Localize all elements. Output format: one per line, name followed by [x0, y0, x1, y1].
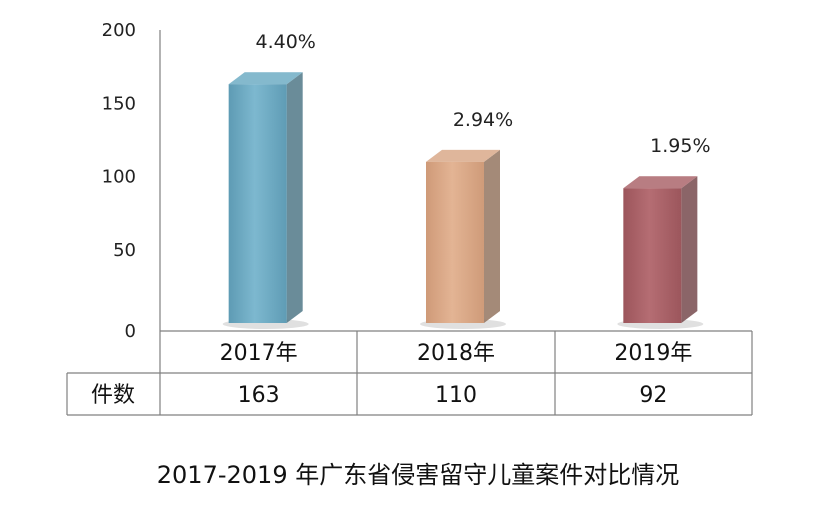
bar-front	[426, 161, 484, 323]
table-row-label: 件数	[91, 383, 135, 408]
bar-front	[623, 188, 682, 323]
bar-top-light	[426, 149, 500, 162]
bar-side-shade	[484, 149, 500, 323]
data-table: 件数 2017年 2018年 2019年 163 110 92	[66, 331, 753, 416]
bar-side	[484, 149, 500, 323]
y-tick-label: 200	[102, 20, 136, 41]
x-tick-label: 2019年	[614, 341, 692, 366]
x-tick-label: 2018年	[417, 341, 495, 366]
y-tick-label: 50	[113, 240, 136, 261]
bar-top-light	[623, 176, 698, 189]
bar-side	[286, 72, 303, 323]
y-tick-label: 100	[102, 167, 136, 188]
bar-top-light	[228, 72, 303, 85]
data-label: 1.95%	[650, 135, 710, 157]
data-label: 2.94%	[453, 109, 513, 131]
y-tick-label: 0	[125, 321, 136, 342]
bar-2018年	[420, 149, 506, 329]
table-cell: 110	[435, 383, 477, 408]
bar-2017年	[222, 72, 309, 329]
chart-caption: 2017-2019 年广东省侵害留守儿童案件对比情况	[157, 461, 679, 489]
table-cell: 163	[238, 383, 280, 408]
bar-top	[426, 149, 500, 162]
bar-top	[228, 72, 303, 85]
bar-side-shade	[681, 176, 698, 323]
bar-2019年	[617, 176, 704, 329]
bar-side-shade	[286, 72, 303, 323]
data-label: 4.40%	[255, 31, 315, 53]
bar-front	[228, 84, 287, 323]
bar-top	[623, 176, 698, 189]
bar-side	[681, 176, 698, 323]
y-tick-label: 150	[102, 93, 136, 114]
table-cell: 92	[639, 383, 667, 408]
x-tick-label: 2017年	[220, 341, 298, 366]
